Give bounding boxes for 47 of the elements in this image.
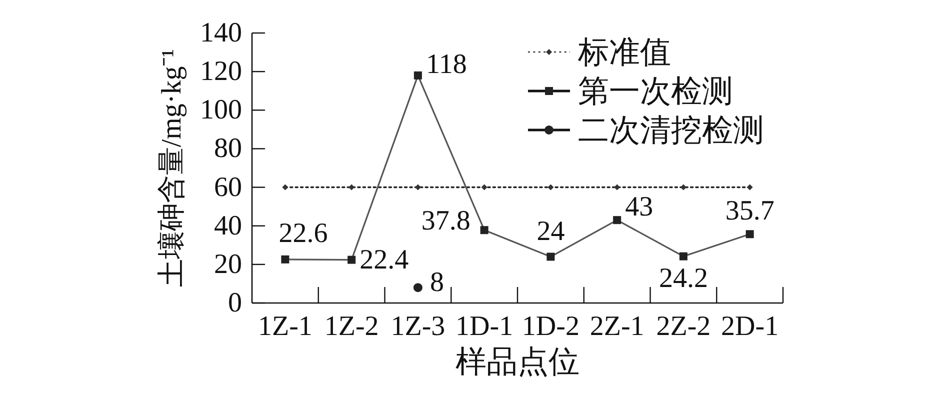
point xyxy=(348,184,355,190)
data-label: 118 xyxy=(426,48,467,80)
point xyxy=(414,71,422,80)
x-tick-label: 2D-1 xyxy=(721,311,779,342)
data-label: 35.7 xyxy=(725,196,774,227)
data-label: 8 xyxy=(430,267,444,298)
data-label: 24 xyxy=(536,216,565,248)
data-label: 37.8 xyxy=(421,206,470,237)
data-label: 43 xyxy=(625,192,654,223)
x-tick-label: 2Z-1 xyxy=(590,311,644,342)
legend-label: 二次清挖检测 xyxy=(578,112,764,148)
y-axis-title: 土壤砷含量/mg·kg⁻¹ xyxy=(156,48,188,288)
y-tick-label: 100 xyxy=(200,94,242,126)
x-tick-label: 1Z-2 xyxy=(324,311,379,342)
legend-label: 第一次检测 xyxy=(578,74,733,108)
x-tick-label: 1Z-3 xyxy=(390,311,446,342)
point xyxy=(546,252,555,261)
y-tick-label: 0 xyxy=(228,288,242,318)
y-tick-label: 20 xyxy=(214,248,242,280)
x-axis-title: 样品点位 xyxy=(456,344,580,379)
point xyxy=(348,256,356,264)
y-tick-label: 120 xyxy=(200,56,242,88)
y-tick-label: 40 xyxy=(214,210,242,242)
point xyxy=(746,184,753,190)
point xyxy=(413,283,422,292)
point xyxy=(548,184,554,190)
point xyxy=(613,216,622,224)
x-tick-label: 1D-1 xyxy=(456,311,514,342)
data-label: 22.6 xyxy=(278,218,328,249)
point xyxy=(414,184,421,190)
point xyxy=(680,184,686,190)
point xyxy=(679,252,688,260)
y-tick-label: 80 xyxy=(214,133,242,164)
y-tick-label: 60 xyxy=(214,172,242,203)
data-label: 24.2 xyxy=(658,262,708,294)
x-tick-label: 2Z-2 xyxy=(656,311,711,342)
point xyxy=(481,184,488,190)
point xyxy=(746,230,754,238)
y-tick-label: 140 xyxy=(200,18,242,48)
x-tick-label: 1Z-1 xyxy=(258,311,312,342)
x-tick-label: 1D-2 xyxy=(522,311,580,342)
point xyxy=(480,226,488,234)
point xyxy=(281,255,290,264)
data-label: 22.4 xyxy=(360,244,409,276)
point xyxy=(282,184,288,190)
legend-label: 标准值 xyxy=(577,34,671,70)
point xyxy=(614,184,620,190)
